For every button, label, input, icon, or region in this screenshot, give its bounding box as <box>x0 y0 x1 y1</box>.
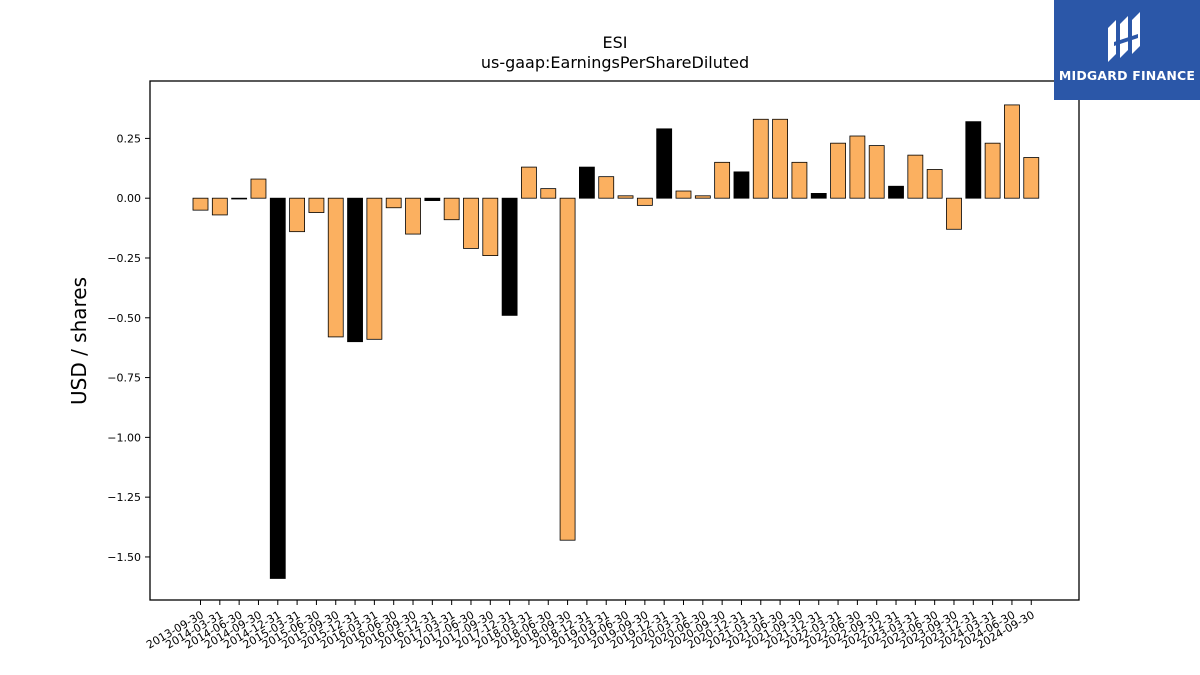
bar-2020-03-31 <box>675 190 692 199</box>
bar-2024-09-30 <box>1023 157 1040 199</box>
bar-2018-12-31 <box>579 166 595 199</box>
bar-2018-09-30 <box>559 197 576 541</box>
bar-2024-06-30 <box>1004 104 1020 199</box>
bar-2019-09-30 <box>636 197 653 206</box>
bar-2023-12-31 <box>965 121 982 199</box>
bar-2016-09-30 <box>405 197 421 235</box>
bar-2018-03-31 <box>521 166 537 199</box>
bar-2014-06-30 <box>231 197 248 200</box>
bar-2022-12-31 <box>888 185 904 199</box>
bar-2015-03-31 <box>289 197 306 233</box>
bar-2018-06-30 <box>540 188 557 199</box>
bar-2022-09-30 <box>868 145 885 199</box>
bar-2021-06-30 <box>772 118 788 199</box>
bar-2017-12-31 <box>501 197 518 316</box>
bar-2022-03-31 <box>830 142 846 199</box>
bar-2023-03-31 <box>907 154 924 199</box>
bar-2020-12-31 <box>733 171 750 199</box>
bar-2015-09-30 <box>327 197 344 338</box>
bar-2013-09-30 <box>192 197 209 211</box>
midgard-logo-icon <box>1108 12 1140 62</box>
bars-group <box>192 104 1040 579</box>
bar-2016-06-30 <box>385 197 402 209</box>
y-axis-label: USD / shares <box>67 277 91 405</box>
y-tick-label: −1.25 <box>107 491 141 504</box>
logo-text: MIDGARD FINANCE <box>1058 68 1196 83</box>
bar-2019-03-31 <box>598 176 615 199</box>
bar-2017-09-30 <box>482 197 499 256</box>
y-tick-label: −1.00 <box>107 431 141 444</box>
y-tick-label: −1.50 <box>107 551 141 564</box>
bar-2021-12-31 <box>810 193 827 199</box>
y-axis: 0.25 0.00 −0.25 −0.50 −0.75 −1.00 −1.25 −1.50 <box>107 132 150 564</box>
y-tick-label: −0.50 <box>107 312 141 325</box>
bar-2021-03-31 <box>752 118 769 199</box>
bar-2017-06-30 <box>463 197 479 249</box>
bar-2022-06-30 <box>849 135 866 199</box>
y-tick-label: 0.25 <box>117 132 142 145</box>
bar-2016-12-31 <box>424 197 441 201</box>
bar-2015-12-31 <box>347 197 363 343</box>
bar-2014-12-31 <box>269 197 286 579</box>
x-axis: 2013-09-302014-03-312014-06-302014-09-30… <box>144 600 1037 652</box>
y-tick-label: −0.75 <box>107 372 141 385</box>
y-tick-label: −0.25 <box>107 252 141 265</box>
bar-2023-09-30 <box>946 197 962 230</box>
bar-2014-09-30 <box>250 178 267 199</box>
bar-2015-06-30 <box>308 197 325 213</box>
bar-2020-06-30 <box>694 195 711 199</box>
bar-2014-03-31 <box>211 197 228 216</box>
bar-2021-09-30 <box>791 161 808 199</box>
y-tick-label: 0.00 <box>117 192 142 205</box>
bar-2019-12-31 <box>656 128 673 199</box>
bar-2024-03-31 <box>984 142 1001 199</box>
plot-frame <box>149 80 1080 601</box>
midgard-finance-logo: MIDGARD FINANCE <box>1054 0 1200 100</box>
chart-title: ESI <box>603 33 628 52</box>
chart-subtitle: us-gaap:EarningsPerShareDiluted <box>481 53 749 72</box>
bar-2020-09-30 <box>714 161 731 199</box>
bar-2016-03-31 <box>366 197 383 340</box>
bar-2019-06-30 <box>617 195 634 199</box>
bar-2023-06-30 <box>926 169 943 199</box>
bar-2017-03-31 <box>443 197 460 221</box>
